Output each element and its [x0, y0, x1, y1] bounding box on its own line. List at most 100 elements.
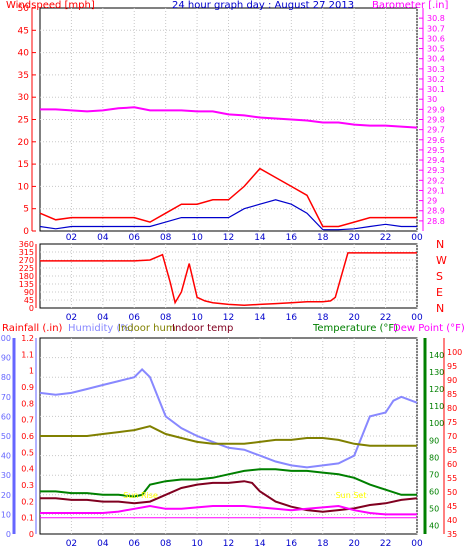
temperature-axis-tick-label: 70	[429, 470, 439, 479]
dewpoint-axis-tick-label: 75	[447, 418, 457, 427]
dewpoint-axis-tick-label: 95	[447, 362, 457, 371]
barometer-axis-tick-label: 29.1	[427, 186, 445, 195]
rainfall-axis-tick-label: 0.9	[21, 383, 34, 392]
direction-axis-tick-label: 45	[24, 296, 34, 305]
wind-axis-tick-label: 45	[18, 26, 29, 36]
temperature-x-tick-label: 08	[160, 539, 172, 549]
rainfall-axis-tick-label: 0.1	[21, 514, 34, 523]
barometer-axis-tick-label: 29.4	[427, 156, 445, 165]
direction-x-tick-label: 10	[191, 313, 203, 323]
temperature-x-tick-label: 18	[317, 539, 329, 549]
temperature-axis-tick-label: 130	[429, 368, 444, 377]
temperature-x-tick-label: 20	[348, 539, 360, 549]
barometer-axis-tick-label: 29.9	[427, 105, 445, 114]
dewpoint-legend: Dew Point (°F)	[393, 323, 465, 334]
direction-x-tick-label: 16	[286, 313, 298, 323]
dewpoint-axis-tick-label: 70	[447, 432, 457, 441]
temperature-axis-tick-label: 140	[429, 351, 444, 360]
compass-label: N	[436, 302, 444, 315]
wind-x-tick-label: 02	[66, 233, 77, 243]
wind-x-tick-label: 08	[160, 233, 172, 243]
dewpoint-axis-tick-label: 60	[447, 460, 457, 469]
wind-axis-tick-label: 30	[18, 93, 30, 103]
dewpoint-axis-tick-label: 65	[447, 446, 457, 455]
wind-axis-tick-label: 40	[18, 49, 30, 59]
wind-x-tick-label: 12	[223, 233, 234, 243]
chart-title: 24 hour graph day : August 27 2013	[172, 0, 354, 11]
direction-x-tick-label: 04	[97, 313, 109, 323]
wind-x-tick-label: 00	[411, 233, 423, 243]
direction-x-tick-label: 20	[348, 313, 360, 323]
humidity-axis-tick-label: 30	[1, 471, 11, 480]
temperature-x-tick-label: 14	[254, 539, 266, 549]
direction-x-tick-label: 14	[254, 313, 266, 323]
labels-layer: 02 04 06 08 10 12 14 16 18 20 22 000510152025303540…	[0, 4, 462, 549]
humidity-axis-tick-label: 0	[6, 530, 11, 539]
dewpoint-axis-tick-label: 40	[447, 516, 457, 525]
wind-x-tick-label: 22	[380, 233, 391, 243]
direction-x-tick-label: 08	[160, 313, 172, 323]
barometer-axis-tick-label: 29.7	[427, 126, 445, 135]
humidity-axis-tick-label: 20	[1, 491, 11, 500]
dewpoint-axis-tick-label: 35	[447, 530, 457, 539]
rainfall-legend: Rainfall (.in)	[2, 323, 63, 334]
temperature-x-tick-label: 12	[223, 539, 234, 549]
direction-x-tick-label: 18	[317, 313, 329, 323]
barometer-axis-tick-label: 28.9	[427, 207, 445, 216]
temperature-x-tick-label: 00	[411, 539, 423, 549]
temperature-line	[40, 468, 417, 498]
barometer-axis-tick-label: 29.8	[427, 116, 445, 125]
rainfall-axis-tick-label: 1.2	[21, 334, 34, 343]
rainfall-axis-tick-label: 0.3	[21, 481, 34, 490]
humidity-axis-tick-label: 100	[0, 334, 11, 343]
barometer-axis-tick-label: 30.5	[427, 45, 445, 54]
temperature-legend: Temperature (°F)	[312, 323, 398, 334]
wind-axis-tick-label: 15	[18, 160, 29, 170]
indoor-humidity-line	[40, 425, 417, 447]
compass-label: S	[436, 270, 443, 283]
dewpoint-axis-tick-label: 90	[447, 376, 457, 385]
direction-axis-tick-label: 135	[19, 280, 34, 289]
barometer-axis-tick-label: 28.8	[427, 217, 445, 226]
rainfall-axis-tick-label: 1.1	[21, 350, 34, 359]
wind-axis-tick-label: 25	[18, 116, 29, 126]
temperature-axis-tick-label: 110	[429, 402, 444, 411]
axes-layer	[12, 7, 445, 534]
humidity-axis-tick-label: 90	[1, 354, 11, 363]
barometer-axis-tick-label: 30.8	[427, 14, 445, 23]
dewpoint-axis-tick-label: 50	[447, 488, 457, 497]
temperature-axis-tick-label: 90	[429, 436, 439, 445]
direction-x-tick-label: 02	[66, 313, 77, 323]
rainfall-axis-tick-label: 1	[29, 367, 34, 376]
wind-axis-tick-label: 10	[18, 182, 30, 192]
series-layer	[39, 106, 418, 519]
compass-label: W	[436, 254, 447, 267]
humidity-axis-tick-label: 10	[1, 510, 11, 519]
direction-x-tick-label: 06	[129, 313, 141, 323]
direction-x-tick-label: 12	[223, 313, 234, 323]
barometer-axis-label: Barometer [.in]	[372, 0, 448, 11]
compass-label: E	[436, 286, 443, 299]
wind-axis-tick-label: 5	[23, 205, 29, 215]
humidity-axis-tick-label: 70	[1, 393, 11, 402]
temperature-x-tick-label: 10	[191, 539, 203, 549]
dewpoint-axis-tick-label: 45	[447, 502, 457, 511]
barometer-axis-tick-label: 29.5	[427, 146, 445, 155]
grid-layer	[40, 8, 418, 534]
humidity-axis-tick-label: 80	[1, 373, 11, 382]
barometer-line	[40, 106, 418, 129]
direction-x-tick-label: 00	[411, 313, 423, 323]
rainfall-axis-tick-label: 0.2	[21, 497, 34, 506]
dewpoint-line	[40, 504, 417, 516]
rainfall-axis-tick-label: 0.7	[21, 416, 34, 425]
wind-x-tick-label: 18	[317, 233, 329, 243]
temperature-x-tick-label: 22	[380, 539, 391, 549]
direction-axis-tick-label: 0	[29, 304, 34, 313]
wind-direction-line	[40, 252, 417, 307]
humidity-legend: Humidity (%)	[68, 323, 134, 334]
humidity-line	[39, 367, 418, 469]
rainfall-axis-tick-label: 0.8	[21, 399, 34, 408]
wind-axis-tick-label: 35	[18, 71, 29, 81]
